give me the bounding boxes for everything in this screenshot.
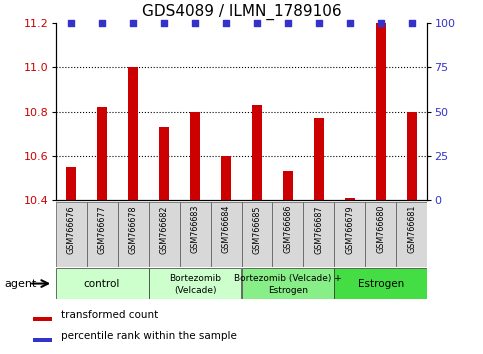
Text: (Velcade): (Velcade)	[174, 286, 216, 295]
Bar	[252, 105, 262, 200]
Bar	[158, 127, 170, 200]
Text: percentile rank within the sample: percentile rank within the sample	[61, 331, 237, 341]
Text: GSM766678: GSM766678	[128, 205, 138, 253]
Bar	[211, 202, 242, 267]
Text: GSM766683: GSM766683	[190, 205, 199, 253]
Point	[222, 20, 230, 26]
Text: GSM766676: GSM766676	[67, 205, 75, 253]
Bar	[334, 268, 427, 299]
Text: GSM766682: GSM766682	[159, 205, 169, 253]
Text: Bortezomib: Bortezomib	[169, 274, 221, 284]
Text: GSM766685: GSM766685	[253, 205, 261, 253]
Bar	[397, 202, 427, 267]
Bar	[303, 202, 334, 267]
Point	[191, 20, 199, 26]
Text: Estrogen: Estrogen	[268, 286, 308, 295]
Point	[346, 20, 354, 26]
Point	[253, 20, 261, 26]
Bar	[86, 202, 117, 267]
Bar	[149, 202, 180, 267]
Point	[98, 20, 106, 26]
Bar	[334, 202, 366, 267]
Text: GSM766680: GSM766680	[376, 205, 385, 253]
Bar	[56, 202, 86, 267]
Text: GSM766687: GSM766687	[314, 205, 324, 253]
Text: Bortezomib (Velcade) +: Bortezomib (Velcade) +	[234, 274, 342, 284]
Bar	[242, 202, 272, 267]
Bar	[97, 107, 107, 200]
Bar	[242, 268, 334, 299]
Bar	[272, 202, 303, 267]
Title: GDS4089 / ILMN_1789106: GDS4089 / ILMN_1789106	[142, 4, 341, 20]
Bar	[33, 317, 53, 321]
Bar	[180, 202, 211, 267]
Point	[129, 20, 137, 26]
Point	[377, 20, 385, 26]
Text: Estrogen: Estrogen	[358, 279, 404, 289]
Bar	[366, 202, 397, 267]
Bar	[56, 268, 149, 299]
Point	[67, 20, 75, 26]
Text: GSM766679: GSM766679	[345, 205, 355, 254]
Bar	[407, 112, 417, 200]
Point	[315, 20, 323, 26]
Bar	[376, 23, 386, 200]
Bar	[221, 156, 231, 200]
Point	[284, 20, 292, 26]
Text: GSM766684: GSM766684	[222, 205, 230, 253]
Bar	[149, 268, 242, 299]
Text: GSM766681: GSM766681	[408, 205, 416, 253]
Bar	[128, 67, 139, 200]
Bar	[190, 112, 200, 200]
Text: transformed count: transformed count	[61, 310, 158, 320]
Bar	[313, 118, 325, 200]
Text: GSM766677: GSM766677	[98, 205, 107, 254]
Point	[408, 20, 416, 26]
Point	[160, 20, 168, 26]
Text: GSM766686: GSM766686	[284, 205, 293, 253]
Bar	[117, 202, 149, 267]
Text: control: control	[84, 279, 120, 289]
Bar	[344, 198, 355, 200]
Bar	[66, 167, 76, 200]
Bar	[33, 338, 53, 343]
Bar	[283, 171, 293, 200]
Text: agent: agent	[5, 279, 37, 289]
